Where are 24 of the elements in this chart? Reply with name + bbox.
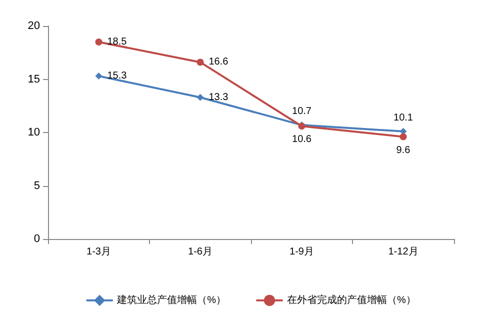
y-tick-label: 15 [28,73,40,86]
x-tick-label: 1-12月 [388,246,418,258]
point [196,94,204,101]
x-tick-label: 1-3月 [86,246,111,258]
data-label: 10.7 [292,106,312,118]
legend-label: 在外省完成的产值增幅（%） [287,294,416,306]
point [400,133,407,140]
y-tick-label: 10 [28,126,40,138]
y-tick-label: 20 [28,20,40,32]
data-label: 15.3 [107,70,128,82]
data-label: 10.6 [292,134,312,146]
data-label: 13.3 [208,92,229,103]
data-label: 16.6 [208,56,229,68]
point [95,72,102,80]
x-tick-label: 1-6月 [188,246,212,258]
point [95,38,102,46]
point [196,58,204,66]
data-label: 9.6 [396,144,411,156]
legend-label: 建筑业总产值增幅（%） [116,294,226,306]
y-tick-label: 0 [34,233,40,245]
data-label: 18.5 [107,36,128,48]
y-tick-label: 5 [34,180,40,192]
x-tick-label: 1-9月 [290,246,314,258]
data-label: 10.1 [394,112,414,124]
